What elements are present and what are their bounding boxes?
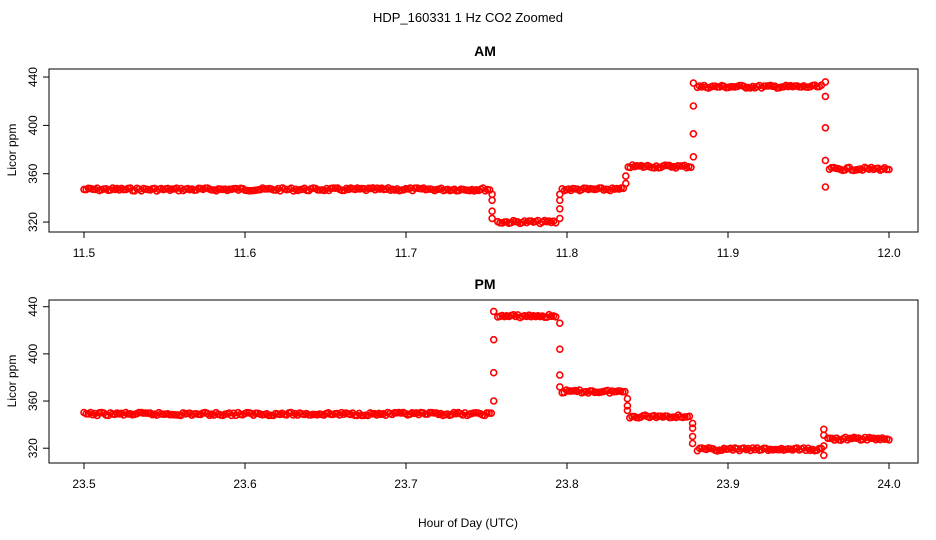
y-tick-label: 440 xyxy=(26,296,40,316)
data-point xyxy=(821,156,830,165)
data-point xyxy=(821,92,830,101)
panel-am-plot-frame xyxy=(48,68,919,233)
data-point xyxy=(555,196,564,205)
data-point xyxy=(819,451,828,460)
data-point xyxy=(555,345,564,354)
panel-am-title: AM xyxy=(474,43,496,59)
data-point xyxy=(623,394,632,403)
x-tick-label: 11.7 xyxy=(395,246,418,260)
data-point xyxy=(487,409,496,418)
data-point xyxy=(688,419,697,428)
data-point xyxy=(555,205,564,213)
data-point xyxy=(685,412,694,421)
y-tick-label: 320 xyxy=(26,212,40,232)
x-tick-label: 11.5 xyxy=(73,246,96,260)
x-axis-label: Hour of Day (UTC) xyxy=(418,516,518,530)
panel-pm-y-axis-label: Licor ppm xyxy=(5,355,19,408)
panel-pm-y-axis: 320 360 400 440 xyxy=(26,296,49,458)
x-tick-label: 12.0 xyxy=(877,246,901,260)
data-point xyxy=(689,79,698,87)
data-point xyxy=(488,207,496,215)
data-point xyxy=(489,307,498,316)
data-point xyxy=(489,368,498,377)
data-point xyxy=(688,424,697,433)
data-point xyxy=(623,401,632,410)
x-tick-label: 23.8 xyxy=(555,477,579,491)
data-point xyxy=(821,78,830,86)
panel-am-y-axis: 320 360 400 440 xyxy=(26,67,49,232)
panel-pm-plot-frame xyxy=(48,299,919,464)
panel-pm-title: PM xyxy=(475,276,496,292)
data-point xyxy=(488,196,496,205)
panel-am-x-axis: 11.5 11.6 11.7 11.8 11.9 12.0 xyxy=(73,232,901,260)
data-point xyxy=(489,397,498,405)
data-point xyxy=(621,387,629,396)
data-point xyxy=(821,124,830,132)
data-point xyxy=(551,219,560,227)
data-point xyxy=(555,190,564,199)
data-point xyxy=(821,183,830,191)
panel-pm-x-axis: 23.5 23.6 23.7 23.8 23.9 24.0 xyxy=(72,463,901,491)
data-point xyxy=(689,153,698,161)
y-tick-label: 360 xyxy=(26,391,40,411)
data-point xyxy=(623,406,632,415)
data-point xyxy=(555,383,564,391)
data-point xyxy=(687,163,695,172)
data-point xyxy=(621,172,630,180)
data-point xyxy=(551,312,560,321)
data-point xyxy=(555,214,564,223)
x-tick-label: 23.7 xyxy=(394,477,418,491)
data-point xyxy=(885,435,893,444)
data-point xyxy=(819,442,828,450)
data-point xyxy=(488,214,496,223)
x-tick-label: 11.8 xyxy=(556,246,579,260)
y-tick-label: 440 xyxy=(26,67,40,87)
x-tick-label: 11.6 xyxy=(234,246,257,260)
data-point xyxy=(555,319,564,328)
panel-pm: PM 23.5 23.6 23.7 23.8 23.9 24.0 320 360 400 440… xyxy=(5,276,919,491)
x-tick-label: 11.9 xyxy=(717,246,740,260)
data-point xyxy=(885,165,893,174)
data-point xyxy=(688,432,697,441)
panel-am-points xyxy=(80,78,893,228)
data-point xyxy=(489,335,498,344)
data-point xyxy=(689,102,698,110)
panel-am: AM 11.5 11.6 11.7 11.8 11.9 12.0 320 360 400 440… xyxy=(5,43,919,260)
y-tick-label: 400 xyxy=(26,344,40,364)
data-point xyxy=(819,425,828,434)
data-point xyxy=(689,130,698,138)
figure-title: HDP_160331 1 Hz CO2 Zoomed xyxy=(373,10,563,25)
y-tick-label: 360 xyxy=(26,163,40,183)
x-tick-label: 24.0 xyxy=(877,477,901,491)
data-point xyxy=(688,439,697,448)
x-tick-label: 23.6 xyxy=(233,477,257,491)
x-tick-label: 23.5 xyxy=(72,477,96,491)
panel-am-y-axis-label: Licor ppm xyxy=(5,124,19,177)
data-point xyxy=(621,179,630,188)
data-point xyxy=(555,371,564,379)
panel-pm-points xyxy=(80,307,893,460)
x-tick-label: 23.9 xyxy=(716,477,740,491)
y-tick-label: 320 xyxy=(26,438,40,458)
y-tick-label: 400 xyxy=(26,115,40,135)
